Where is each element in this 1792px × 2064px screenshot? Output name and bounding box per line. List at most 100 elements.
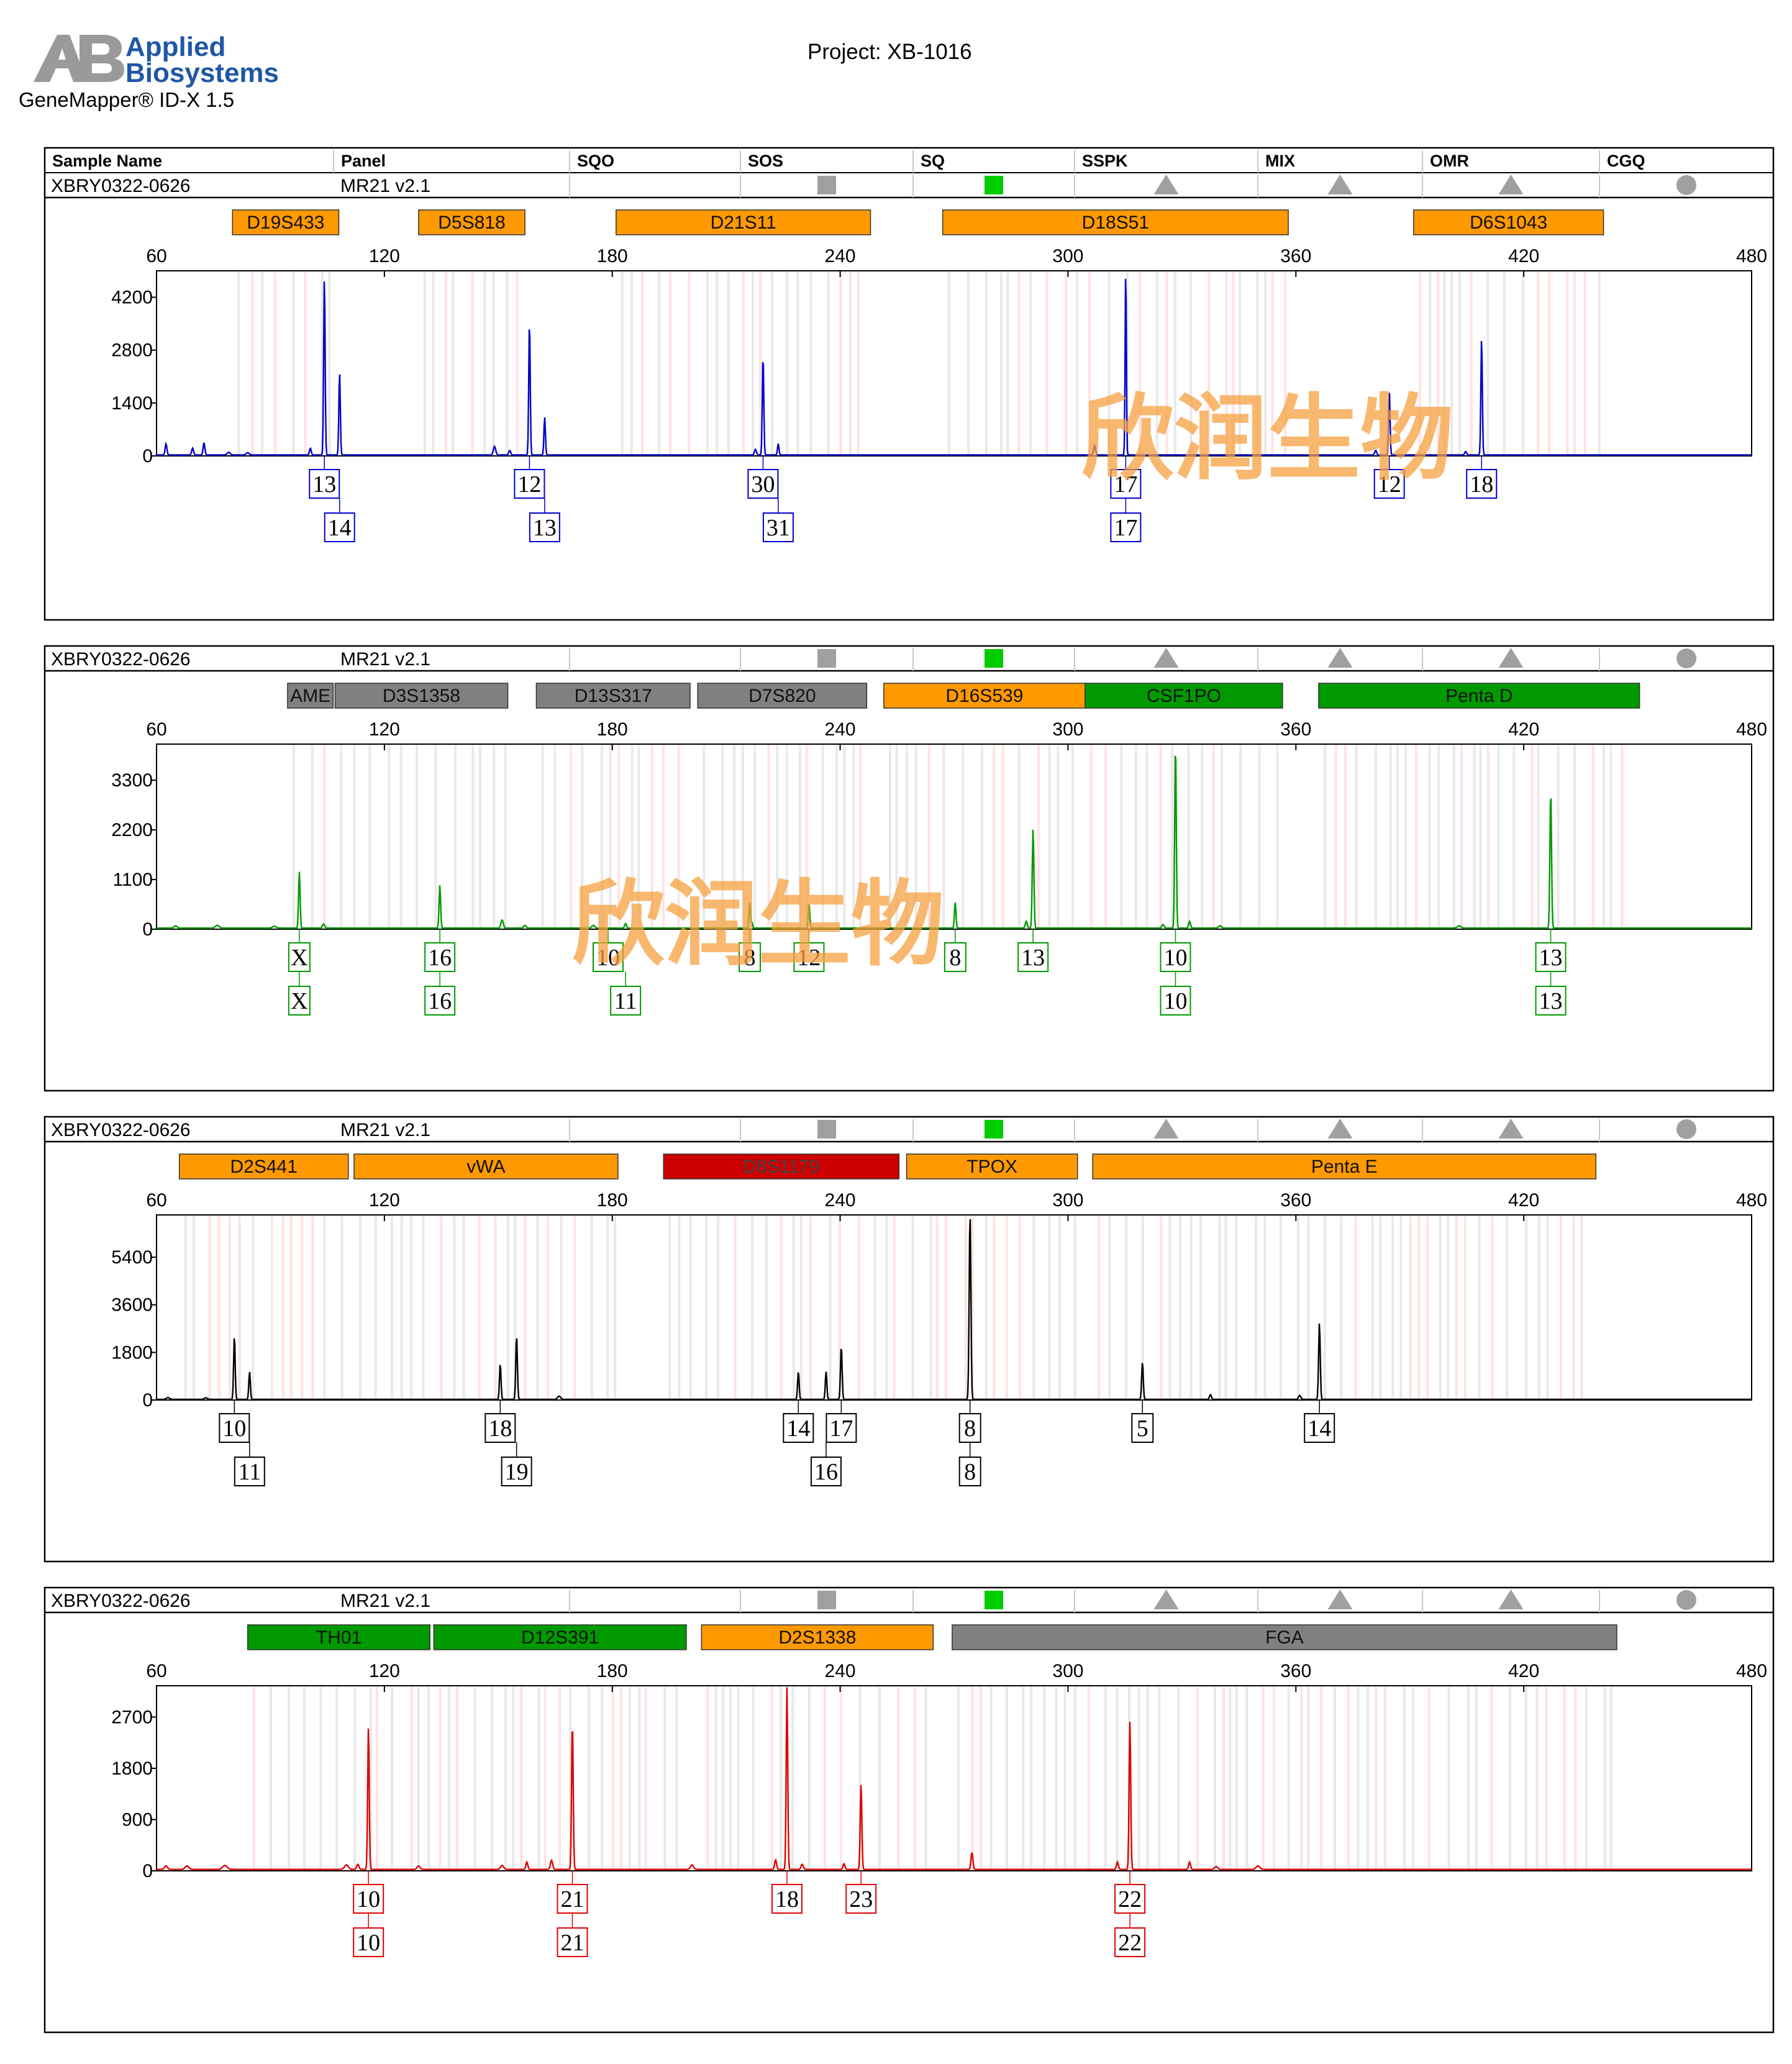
allele-box[interactable] <box>810 1457 842 1486</box>
locus-d19s433[interactable] <box>232 209 340 235</box>
allele-box[interactable] <box>288 986 311 1016</box>
allele-box[interactable] <box>309 469 340 499</box>
mix-flag-icon[interactable] <box>1327 175 1353 194</box>
cgq-flag-icon[interactable] <box>1676 1590 1696 1610</box>
allele-box[interactable] <box>234 1457 265 1486</box>
omr-flag-icon[interactable] <box>1498 1119 1524 1139</box>
allele-box[interactable] <box>353 1927 384 1957</box>
sample-row[interactable]: XBRY0322-0626 MR21 v2.1 <box>45 1119 1773 1143</box>
sq-flag-icon[interactable] <box>985 1120 1003 1139</box>
column-header-sspk[interactable]: SSPK <box>1082 152 1128 170</box>
sos-flag-icon[interactable] <box>817 649 836 668</box>
locus-d18s51[interactable] <box>942 209 1289 235</box>
sq-flag-icon[interactable] <box>985 176 1003 194</box>
allele-box[interactable] <box>1304 1413 1335 1443</box>
cgq-flag-icon[interactable] <box>1676 1119 1696 1139</box>
allele-box[interactable] <box>1017 942 1049 972</box>
allele-box[interactable] <box>783 1413 814 1443</box>
sspk-flag-icon[interactable] <box>1153 175 1179 194</box>
column-header-mix[interactable]: MIX <box>1265 152 1295 170</box>
sample-row[interactable]: XBRY0322-0626 MR21 v2.1 <box>45 1589 1773 1614</box>
allele-box[interactable] <box>1114 1884 1146 1914</box>
locus-d5s818[interactable] <box>418 209 525 235</box>
cgq-flag-icon[interactable] <box>1676 648 1696 668</box>
locus-d16s539[interactable] <box>883 683 1086 709</box>
sos-flag-icon[interactable] <box>817 1120 836 1139</box>
allele-box[interactable] <box>424 986 456 1016</box>
allele-box[interactable] <box>739 942 762 972</box>
sq-flag-icon[interactable] <box>985 1591 1003 1609</box>
allele-box[interactable] <box>610 986 642 1016</box>
locus-fga[interactable] <box>952 1624 1617 1650</box>
allele-box[interactable] <box>288 942 311 972</box>
allele-box[interactable] <box>826 1413 857 1443</box>
locus-th01[interactable] <box>247 1624 430 1650</box>
column-header-sample-name[interactable]: Sample Name <box>52 152 162 170</box>
allele-box[interactable] <box>324 512 355 542</box>
allele-box[interactable] <box>1131 1413 1154 1443</box>
allele-box[interactable] <box>944 942 966 972</box>
locus-tpox[interactable] <box>906 1153 1078 1180</box>
allele-box[interactable] <box>1535 986 1567 1016</box>
locus-d12s391[interactable] <box>433 1624 687 1650</box>
allele-box[interactable] <box>1110 512 1142 542</box>
allele-box[interactable] <box>557 1927 588 1957</box>
allele-box[interactable] <box>1373 469 1405 499</box>
allele-box[interactable] <box>592 942 624 972</box>
locus-d6s1043[interactable] <box>1413 209 1604 235</box>
mix-flag-icon[interactable] <box>1327 648 1353 668</box>
sample-row[interactable]: XBRY0322-0626 MR21 v2.1 <box>45 648 1773 672</box>
allele-box[interactable] <box>557 1884 588 1914</box>
allele-box[interactable] <box>514 469 545 499</box>
sos-flag-icon[interactable] <box>817 176 836 194</box>
locus-d3s1358[interactable] <box>334 683 509 709</box>
allele-box[interactable] <box>762 512 794 542</box>
locus-penta-d[interactable] <box>1318 683 1640 709</box>
column-header-sq[interactable]: SQ <box>921 152 945 170</box>
locus-d13s317[interactable] <box>535 683 691 709</box>
mix-flag-icon[interactable] <box>1327 1119 1353 1139</box>
allele-box[interactable] <box>424 942 456 972</box>
omr-flag-icon[interactable] <box>1498 175 1524 194</box>
allele-box[interactable] <box>1466 469 1498 499</box>
allele-box[interactable] <box>1114 1927 1146 1957</box>
locus-d2s1338[interactable] <box>701 1624 934 1650</box>
sspk-flag-icon[interactable] <box>1153 1119 1179 1139</box>
allele-box[interactable] <box>1535 942 1567 972</box>
omr-flag-icon[interactable] <box>1498 648 1524 668</box>
allele-box[interactable] <box>845 1884 877 1914</box>
allele-box[interactable] <box>958 1457 981 1486</box>
locus-ame[interactable] <box>287 683 334 709</box>
sample-row[interactable]: XBRY0322-0626 MR21 v2.1 <box>45 175 1773 199</box>
allele-box[interactable] <box>219 1413 250 1443</box>
sq-flag-icon[interactable] <box>985 649 1003 668</box>
locus-penta-e[interactable] <box>1092 1153 1597 1180</box>
allele-box[interactable] <box>529 512 560 542</box>
locus-d8s1179[interactable] <box>663 1153 900 1180</box>
allele-box[interactable] <box>771 1884 803 1914</box>
locus-d21s11[interactable] <box>616 209 871 235</box>
omr-flag-icon[interactable] <box>1498 1589 1524 1609</box>
column-header-sos[interactable]: SOS <box>748 152 783 170</box>
allele-box[interactable] <box>793 942 825 972</box>
allele-box[interactable] <box>747 469 779 499</box>
column-header-cgq[interactable]: CGQ <box>1607 152 1645 170</box>
allele-box[interactable] <box>958 1413 981 1443</box>
mix-flag-icon[interactable] <box>1327 1589 1353 1609</box>
locus-d2s441[interactable] <box>178 1153 349 1180</box>
cgq-flag-icon[interactable] <box>1676 175 1696 195</box>
column-header-omr[interactable]: OMR <box>1430 152 1469 170</box>
allele-box[interactable] <box>1110 469 1142 499</box>
sspk-flag-icon[interactable] <box>1153 1589 1179 1609</box>
sspk-flag-icon[interactable] <box>1153 648 1179 668</box>
sos-flag-icon[interactable] <box>817 1591 836 1609</box>
column-header-sqo[interactable]: SQO <box>577 152 614 170</box>
allele-box[interactable] <box>484 1413 516 1443</box>
locus-csf1po[interactable] <box>1085 683 1283 709</box>
locus-vwa[interactable] <box>353 1153 619 1180</box>
column-header-panel[interactable]: Panel <box>341 152 386 170</box>
locus-d7s820[interactable] <box>697 683 868 709</box>
bin <box>1224 1215 1227 1400</box>
allele-box[interactable] <box>1160 986 1191 1016</box>
allele-box[interactable] <box>501 1457 532 1486</box>
